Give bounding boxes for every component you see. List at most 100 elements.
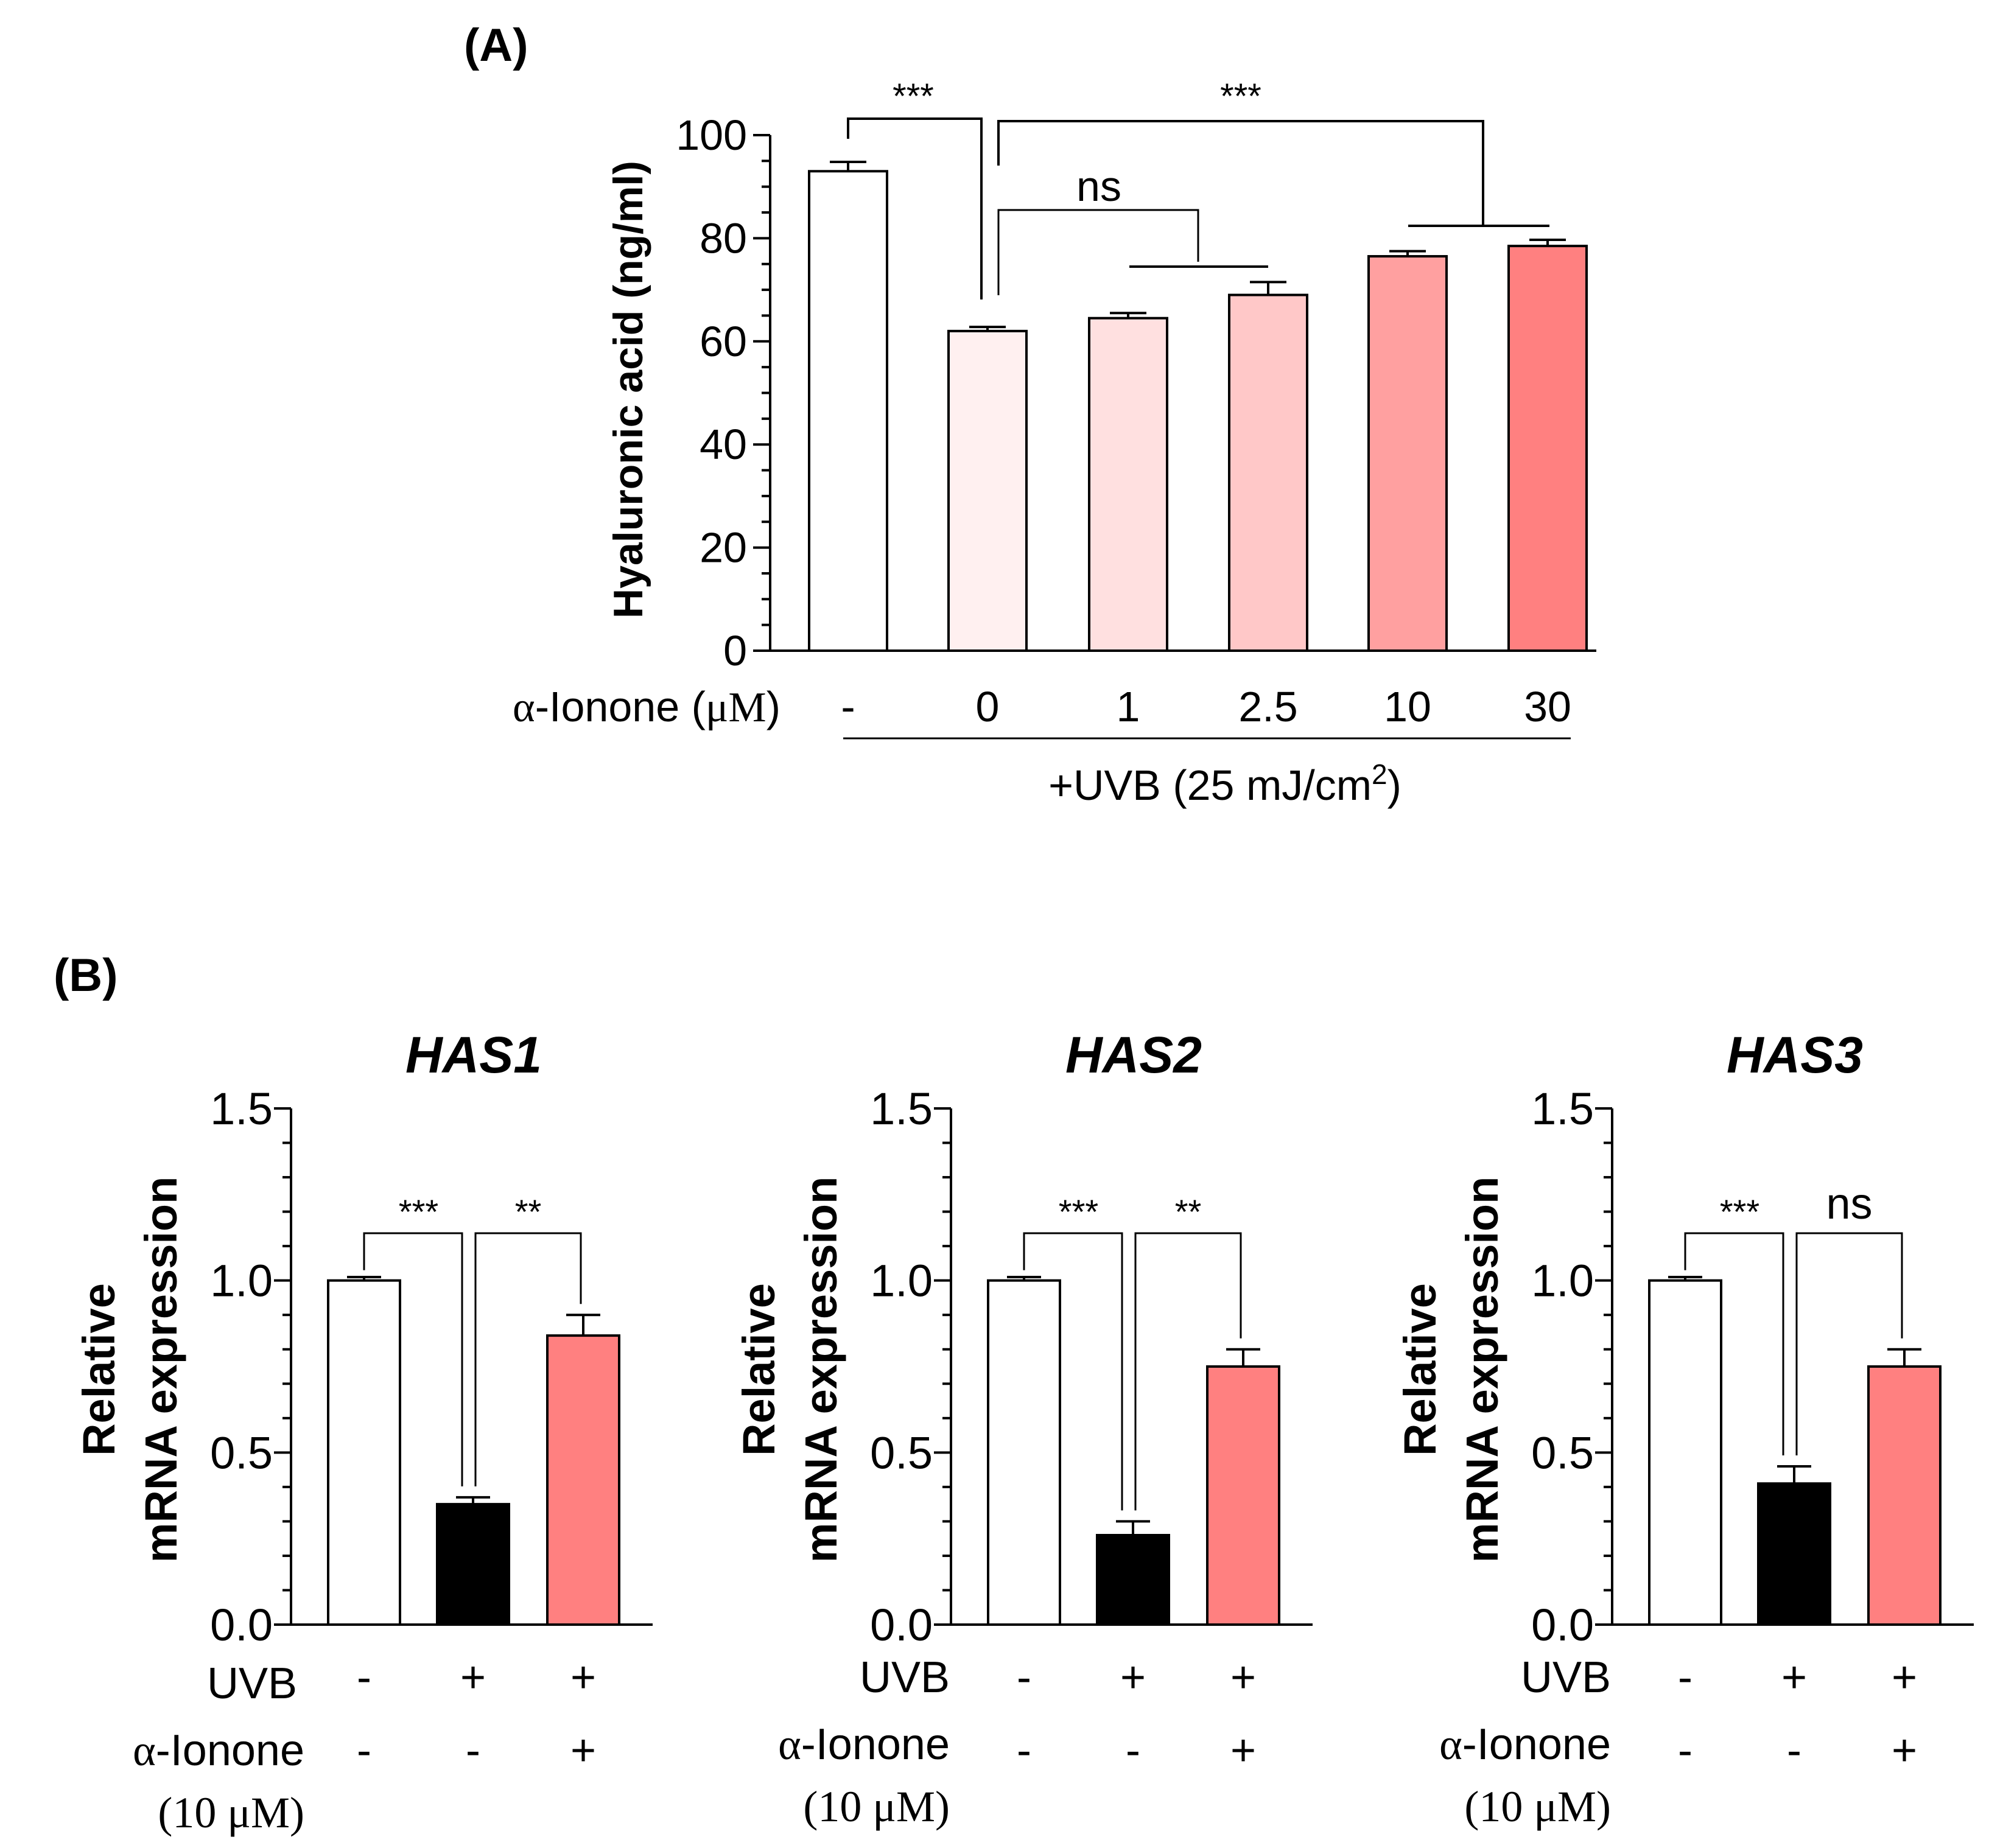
bar: [1206, 1365, 1280, 1626]
bar: [947, 329, 1028, 652]
sig-bracket: [847, 117, 983, 299]
uvb-sign: +: [1230, 1653, 1256, 1702]
uvb-sign: +: [570, 1653, 596, 1702]
y-axis-title-line2: mRNA expression: [1457, 1177, 1507, 1563]
row-label-ionone: α-Ionone: [1439, 1720, 1611, 1769]
alpha-symbol: α: [513, 684, 535, 731]
y-axis-title-line1: Relative: [74, 1283, 124, 1456]
uvb-sign: +: [460, 1653, 486, 1702]
row-label-uvb: UVB: [860, 1653, 950, 1702]
y-tick-label: 20: [700, 524, 747, 572]
bar: [327, 1279, 401, 1626]
ionone-sign: +: [1230, 1726, 1256, 1775]
x-tick-label: 2.5: [1238, 683, 1297, 730]
panel-a-label: (A): [464, 19, 528, 71]
y-tick-label: 0.0: [210, 1600, 273, 1650]
row-label-uvb: UVB: [1521, 1653, 1611, 1702]
x-tick-label: 1: [1117, 683, 1140, 730]
sig-label: ns: [1826, 1180, 1872, 1228]
y-tick-label: 60: [700, 318, 747, 365]
panel-b-has3: HAS3 Relative mRNA expression 0.0 0.5 1.0 1.5 *…: [1395, 1026, 1974, 1831]
sig-label: ***: [1220, 77, 1261, 116]
panel-a-axes: 0 20 40 60 80 100: [676, 111, 1596, 674]
y-tick-label: 1.5: [870, 1083, 933, 1134]
bar: [1228, 293, 1308, 652]
bar: [987, 1279, 1061, 1626]
uvb-sign: +: [1892, 1653, 1917, 1702]
row-label-ionone-text: -Ionone: [1462, 1720, 1611, 1769]
uvb-suffix: ): [1387, 761, 1401, 809]
bar: [1088, 317, 1168, 652]
y-tick-label: 0.5: [870, 1427, 933, 1478]
ionone-sign: -: [357, 1726, 371, 1775]
sig-bracket: [997, 120, 1484, 226]
x-row-label-close: ): [766, 683, 781, 730]
ionone-sign: +: [570, 1726, 596, 1775]
y-tick-label: 0.0: [1531, 1600, 1594, 1650]
y-tick-label: 1.0: [870, 1256, 933, 1306]
bar: [1867, 1365, 1942, 1626]
row-label-uvb: UVB: [207, 1659, 297, 1708]
sig-bracket: [1134, 1232, 1242, 1511]
panel-a-x-row-label: α-Ionone (μM): [513, 683, 781, 731]
y-tick-label: 0.5: [1531, 1427, 1594, 1478]
uvb-sign: +: [1120, 1653, 1146, 1702]
y-tick-label: 100: [676, 111, 747, 159]
alpha-symbol: α: [1439, 1720, 1462, 1769]
uvb-superscript: 2: [1372, 758, 1387, 790]
panel-a-significance: *** *** ns: [847, 77, 1549, 299]
sig-bracket: [1684, 1232, 1784, 1455]
y-axis-title-line1: Relative: [734, 1283, 784, 1456]
uvb-sign: +: [1781, 1653, 1807, 1702]
panel-a: (A) Hyaluronic acid (ng/ml) 020406080100…: [464, 19, 1596, 809]
sig-label: **: [515, 1192, 542, 1231]
ionone-sign: -: [1678, 1726, 1693, 1775]
bar: [1757, 1482, 1831, 1626]
x-tick-label: 0: [976, 683, 1000, 730]
bar: [546, 1334, 620, 1626]
subplot-title: HAS1: [405, 1026, 542, 1083]
sig-bracket: [363, 1232, 463, 1486]
uvb-sign: -: [1017, 1653, 1031, 1702]
uvb-sign: -: [357, 1653, 371, 1702]
y-axis-title-line2: mRNA expression: [136, 1177, 186, 1563]
y-tick-label: 0.5: [210, 1427, 273, 1478]
sig-label: ***: [893, 77, 934, 116]
sig-label: ***: [1059, 1192, 1098, 1231]
bar: [1367, 255, 1448, 653]
row-label-ionone: α-Ionone: [133, 1726, 304, 1775]
uvb-sign: -: [1678, 1653, 1693, 1702]
row-label-ionone: α-Ionone: [778, 1720, 950, 1769]
uvb-condition-label: +UVB (25 mJ/cm2): [1048, 758, 1401, 809]
row-label-ionone-text: -Ionone: [801, 1720, 950, 1769]
y-tick-label: 1.5: [1531, 1083, 1594, 1134]
y-tick-label: 1.0: [1531, 1256, 1594, 1306]
bar: [1507, 245, 1588, 653]
sig-label: ns: [1076, 163, 1121, 210]
ionone-sign: +: [1892, 1726, 1917, 1775]
bar: [808, 170, 888, 653]
panel-a-y-axis-title: Hyaluronic acid (ng/ml): [605, 161, 651, 618]
sig-bracket: [997, 209, 1199, 295]
x-tick-label: 10: [1384, 683, 1431, 730]
panel-b-has1: HAS1 Relative mRNA expression 0.0 0.5 1.0 1.5 *…: [74, 1026, 653, 1837]
sig-label: ***: [1720, 1192, 1759, 1231]
sig-label: **: [1175, 1192, 1202, 1231]
y-axis-title-line2: mRNA expression: [796, 1177, 846, 1563]
row-label-ionone-conc: (10 μM): [158, 1788, 304, 1837]
y-tick-label: 1.0: [210, 1256, 273, 1306]
sig-label: ***: [399, 1192, 438, 1231]
x-row-label-text: -Ionone (: [535, 683, 706, 730]
panel-a-bars: - 0 1 2.5 10 30: [808, 161, 1588, 730]
x-tick-label: -: [841, 683, 855, 730]
bar: [436, 1503, 510, 1626]
ionone-sign: -: [1126, 1726, 1140, 1775]
x-tick-label: 30: [1524, 683, 1571, 730]
bar: [1648, 1279, 1722, 1626]
panel-b-label: (B): [54, 950, 118, 1001]
row-label-ionone-conc: (10 μM): [1464, 1782, 1611, 1831]
y-axis-title-line1: Relative: [1395, 1283, 1445, 1456]
sig-bracket: [474, 1232, 582, 1486]
